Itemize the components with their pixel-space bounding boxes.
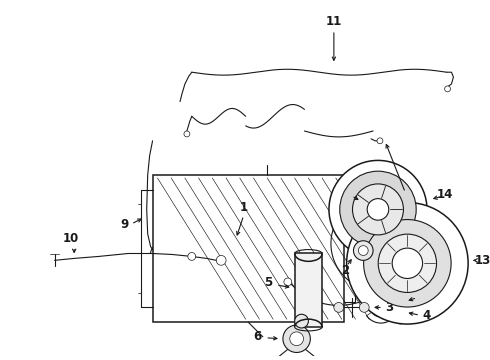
Circle shape [188, 252, 196, 260]
Circle shape [396, 316, 404, 324]
Circle shape [334, 302, 343, 312]
Circle shape [346, 203, 468, 324]
Circle shape [268, 357, 278, 360]
Circle shape [364, 220, 451, 307]
Text: 4: 4 [423, 309, 431, 322]
Text: 13: 13 [475, 254, 490, 267]
Circle shape [352, 184, 403, 235]
Text: 3: 3 [386, 301, 394, 314]
Circle shape [378, 234, 437, 292]
Bar [294, 253, 322, 327]
Circle shape [294, 314, 308, 328]
Circle shape [359, 302, 369, 312]
Circle shape [184, 131, 190, 137]
Text: 14: 14 [437, 188, 453, 201]
Bar [152, 175, 343, 322]
Circle shape [340, 171, 416, 248]
Text: 1: 1 [240, 201, 248, 214]
Circle shape [329, 161, 427, 258]
Text: 10: 10 [63, 232, 79, 245]
Circle shape [290, 332, 303, 346]
Circle shape [358, 246, 368, 256]
Text: 5: 5 [264, 276, 272, 289]
Circle shape [216, 256, 226, 265]
Circle shape [392, 248, 422, 279]
Text: 8: 8 [342, 186, 350, 199]
Text: 6: 6 [253, 330, 262, 343]
Text: 11: 11 [326, 15, 342, 28]
Text: 2: 2 [342, 264, 350, 276]
Circle shape [353, 241, 373, 260]
Circle shape [283, 325, 310, 352]
Circle shape [444, 86, 450, 92]
Circle shape [428, 245, 435, 252]
Text: 9: 9 [120, 217, 128, 231]
Circle shape [367, 199, 389, 220]
Circle shape [284, 278, 292, 286]
Text: 7: 7 [418, 289, 426, 302]
Text: 12: 12 [404, 188, 420, 201]
Circle shape [377, 138, 383, 144]
